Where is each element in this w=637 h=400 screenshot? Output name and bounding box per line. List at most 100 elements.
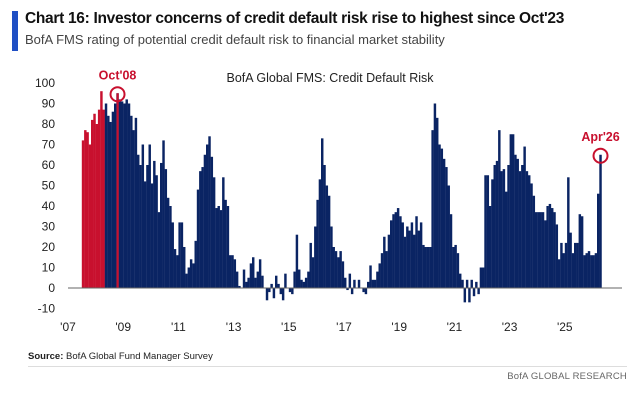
- x-tick-label: '15: [281, 320, 297, 334]
- source-label: Source:: [28, 351, 64, 362]
- annotation-label: Oct'08: [99, 68, 137, 82]
- bar: [493, 165, 496, 288]
- bar: [281, 288, 285, 301]
- bar: [518, 171, 522, 288]
- bar: [424, 247, 427, 288]
- bar: [127, 103, 131, 288]
- bar: [479, 267, 483, 288]
- bar: [528, 175, 531, 288]
- bar: [472, 288, 476, 297]
- bar: [208, 136, 211, 288]
- bar: [107, 115, 110, 288]
- bar: [521, 165, 524, 288]
- bar: [323, 165, 326, 288]
- bar: [162, 140, 165, 288]
- bar: [413, 234, 416, 288]
- bar: [548, 203, 552, 288]
- bar: [261, 275, 264, 288]
- y-tick-label: 70: [42, 138, 56, 152]
- bar: [210, 156, 214, 288]
- bar: [514, 154, 517, 288]
- bar: [249, 263, 253, 288]
- bar: [166, 197, 170, 288]
- bar: [265, 288, 269, 301]
- bar: [275, 275, 278, 288]
- bar: [348, 273, 352, 288]
- y-tick-label: 90: [42, 97, 56, 111]
- bar: [534, 212, 538, 288]
- bar: [429, 247, 432, 288]
- bar: [562, 253, 565, 288]
- bar: [178, 222, 181, 288]
- bar: [146, 165, 149, 288]
- bar: [530, 183, 533, 288]
- bar: [461, 279, 464, 288]
- bar: [470, 279, 473, 288]
- bar: [137, 154, 140, 288]
- bar: [302, 281, 306, 288]
- annotation-label: Apr'26: [581, 130, 619, 144]
- bar: [516, 158, 519, 288]
- bar: [511, 134, 515, 288]
- bar: [206, 144, 209, 288]
- bar: [231, 255, 234, 288]
- title-accent-bar: [12, 11, 18, 51]
- bar: [304, 277, 308, 288]
- bar: [433, 103, 437, 288]
- bar: [346, 288, 349, 291]
- bar: [318, 179, 322, 288]
- highlight-bar: [116, 93, 119, 288]
- bar: [544, 220, 547, 288]
- y-tick-label: 80: [42, 117, 56, 131]
- bar: [403, 236, 407, 288]
- bar: [242, 269, 246, 288]
- bar: [417, 230, 421, 288]
- bar: [337, 257, 340, 288]
- bar: [454, 244, 457, 288]
- bar: [502, 169, 506, 288]
- bar: [442, 158, 446, 288]
- bar: [109, 121, 112, 288]
- bar: [284, 273, 287, 288]
- bar: [224, 199, 227, 288]
- y-tick-label: 40: [42, 199, 56, 213]
- bar: [468, 288, 471, 303]
- bar: [390, 220, 393, 288]
- annotations: Oct'08 Apr'26: [99, 68, 620, 164]
- bar: [307, 271, 310, 288]
- annotation-circle: [109, 86, 126, 103]
- y-tick-label: 10: [42, 261, 56, 275]
- bar: [309, 242, 312, 288]
- bar: [557, 259, 561, 288]
- bar: [553, 212, 556, 288]
- bar: [574, 242, 577, 288]
- bar: [422, 244, 425, 288]
- bar: [597, 193, 600, 288]
- bar: [456, 253, 460, 288]
- bar: [376, 271, 379, 288]
- bar: [447, 185, 450, 288]
- bar: [330, 226, 333, 288]
- bar: [362, 288, 365, 293]
- bar: [546, 206, 549, 288]
- bar: [401, 222, 404, 288]
- bar: [564, 242, 568, 288]
- bar: [268, 288, 271, 293]
- bar: [380, 253, 384, 288]
- bar: [560, 242, 563, 288]
- bar: [176, 255, 179, 288]
- bar: [509, 134, 513, 288]
- bar: [459, 273, 462, 288]
- bar: [498, 130, 501, 288]
- bar: [226, 206, 230, 288]
- bar: [252, 257, 255, 288]
- bar: [357, 279, 361, 288]
- bars: [68, 91, 622, 303]
- bar: [95, 124, 99, 288]
- bar: [258, 259, 262, 288]
- bar: [203, 154, 207, 288]
- bar: [141, 144, 145, 288]
- bar: [567, 177, 570, 288]
- bar: [277, 283, 280, 288]
